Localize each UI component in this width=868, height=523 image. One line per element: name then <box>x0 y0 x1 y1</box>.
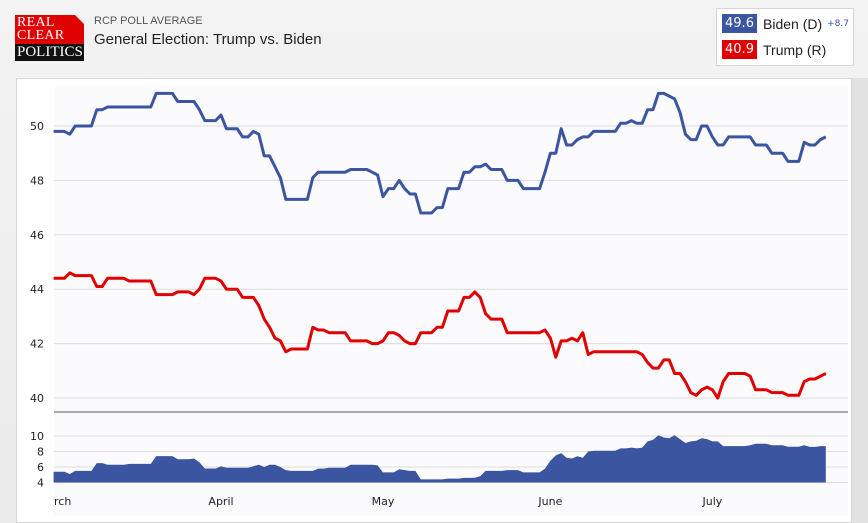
legend-item-trump: 40.9 Trump (R) <box>722 40 826 59</box>
legend: 49.6 Biden (D) +8.7 40.9 Trump (R) <box>716 8 854 66</box>
logo-black-block <box>15 44 84 61</box>
legend-label-biden: Biden (D) <box>763 15 823 32</box>
y-tick-label: 42 <box>30 338 44 351</box>
trump-line <box>53 271 827 400</box>
logo-fold-corner <box>75 15 84 24</box>
spread-tick-label: 6 <box>37 461 44 474</box>
x-tick-label: June <box>537 495 562 508</box>
spread-tick-label: 8 <box>37 446 44 459</box>
logo-red-block <box>15 15 84 44</box>
spread-area <box>53 435 826 483</box>
biden-line <box>53 91 827 215</box>
spread-area-fill <box>53 435 826 483</box>
spread-tick-label: 4 <box>37 477 44 490</box>
y-tick-label: 46 <box>30 229 44 242</box>
x-axis-ticks: rch April May June July <box>54 495 723 508</box>
legend-value-trump: 40.9 <box>722 40 757 59</box>
logo-text-line2: CLEAR <box>17 28 65 43</box>
x-tick-label: May <box>372 495 395 508</box>
chart-subtitle: RCP POLL AVERAGE <box>94 15 203 27</box>
scrollbar-track[interactable] <box>852 78 868 523</box>
series-lines <box>53 91 827 400</box>
y-tick-label: 50 <box>30 120 44 133</box>
rcp-logo[interactable]: REAL CLEAR POLITICS <box>15 15 84 61</box>
spread-tick-label: 10 <box>30 430 44 443</box>
y-tick-label: 40 <box>30 392 44 405</box>
legend-label-trump: Trump (R) <box>763 41 827 58</box>
spread-axis-ticks: 4 6 8 10 <box>30 430 44 490</box>
x-tick-label: rch <box>54 495 71 508</box>
legend-item-biden: 49.6 Biden (D) +8.7 <box>722 14 849 33</box>
legend-spread: +8.7 <box>827 18 849 29</box>
y-tick-label: 48 <box>30 174 44 187</box>
y-tick-label: 44 <box>30 283 44 296</box>
logo-text-line3: POLITICS <box>17 44 83 60</box>
x-tick-label: April <box>208 495 233 508</box>
chart-title: General Election: Trump vs. Biden <box>94 31 322 48</box>
y-axis-ticks: 40 42 44 46 48 50 <box>30 120 44 405</box>
legend-value-biden: 49.6 <box>722 14 757 33</box>
x-tick-label: July <box>702 495 723 508</box>
logo-text-line1: REAL <box>17 15 55 30</box>
